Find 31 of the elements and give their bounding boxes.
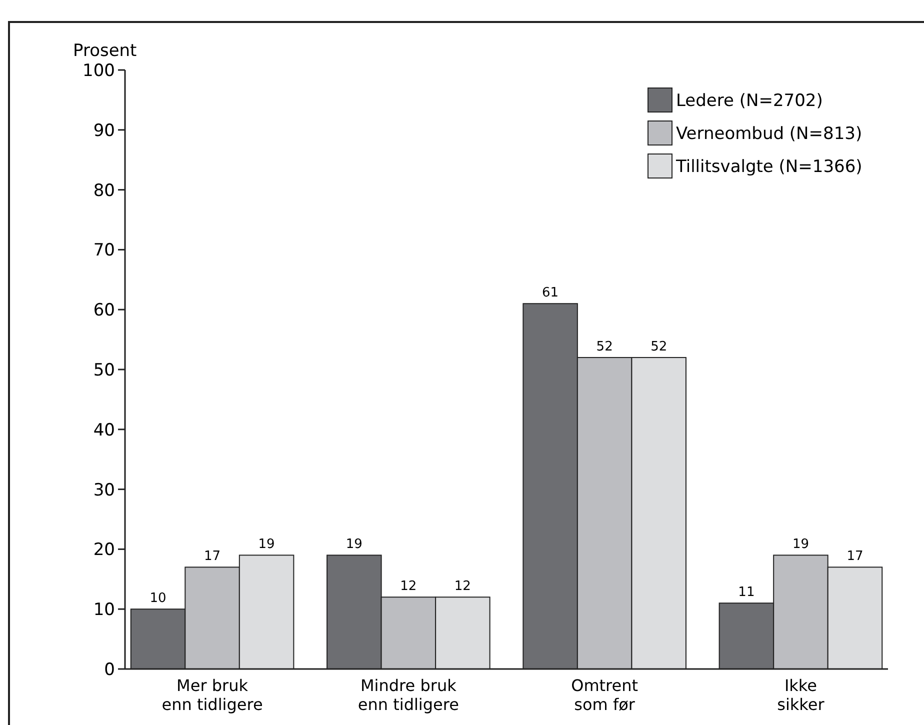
data-label: 52 [596,340,613,355]
y-tick-label: 70 [93,240,115,261]
x-tick-label: Mer bruk enn tidligere [162,676,263,714]
y-tick-label: 60 [93,300,115,321]
legend-label: Verneombud (N=813) [676,124,862,144]
y-tick-label: 40 [93,420,115,440]
data-label: 19 [792,537,809,552]
data-label: 52 [650,340,668,355]
data-label: 17 [846,549,864,564]
x-tick-label: Omtrent som før [571,676,638,714]
legend-label: Tillitsvalgte (N=1366) [675,156,862,177]
x-tick-label: Mindre bruk enn tidligere [358,676,459,714]
data-label: 10 [150,591,166,606]
legend-label: Ledere (N=2702) [676,90,823,111]
y-tick-label: 90 [93,120,115,141]
x-tick-label: Ikke sikker [777,676,825,714]
data-label: 12 [454,579,471,594]
data-label: 12 [400,579,417,594]
data-label: 11 [738,585,755,600]
y-tick-label: 80 [93,180,115,201]
data-label: 61 [542,286,559,301]
y-tick-label: 100 [82,60,115,81]
data-label: 19 [258,537,275,552]
data-label: 19 [346,537,362,552]
y-tick-label: 10 [93,600,115,620]
data-label: 17 [204,549,221,564]
y-tick-label: 20 [93,540,115,560]
y-tick-label: 30 [93,480,115,500]
y-axis-title: Prosent [73,41,138,61]
y-tick-label: 50 [93,360,115,380]
y-tick-label: 0 [104,660,115,680]
